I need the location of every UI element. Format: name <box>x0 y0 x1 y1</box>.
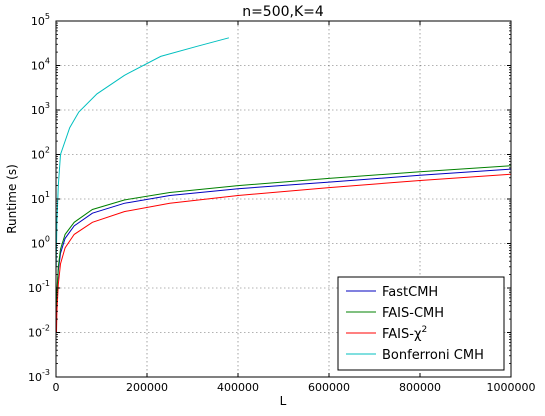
legend-label: FastCMH <box>382 285 438 300</box>
legend-label: Bonferroni CMH <box>382 348 484 363</box>
legend-label-name: FAIS-χ <box>382 327 422 342</box>
y-tick-exponent: 2 <box>45 146 50 155</box>
y-tick-base: 10 <box>31 15 45 28</box>
y-tick-label: 10-2 <box>28 324 50 340</box>
y-tick-base: 10 <box>31 60 45 73</box>
y-tick-base: 10 <box>28 282 42 295</box>
legend-label-name: FastCMH <box>382 285 438 300</box>
y-tick-exponent: -2 <box>42 324 50 333</box>
x-tick-label: 800000 <box>399 381 441 394</box>
series-lines <box>55 37 512 333</box>
y-tick-exponent: 3 <box>45 101 50 110</box>
series-line-3 <box>55 37 230 267</box>
y-tick-exponent: -1 <box>42 279 50 288</box>
y-axis-label: Runtime (s) <box>5 164 19 234</box>
y-tick-label: 104 <box>31 57 50 73</box>
x-tick-label: 1000000 <box>487 381 536 394</box>
y-tick-label: 101 <box>31 190 50 206</box>
legend-label: FAIS-χ2 <box>382 325 427 342</box>
legend-label-name: FAIS-CMH <box>382 306 444 321</box>
y-tick-base: 10 <box>28 327 42 340</box>
y-tick-label: 103 <box>31 101 50 117</box>
y-tick-base: 10 <box>31 193 45 206</box>
legend: FastCMH FAIS-CMH FAIS-χ2 Bonferroni CMH <box>337 276 505 371</box>
legend-label-superscript: 2 <box>421 325 427 335</box>
legend-label-name: Bonferroni CMH <box>382 348 484 363</box>
x-tick-label: 400000 <box>217 381 259 394</box>
y-tick-label: 10-1 <box>28 279 50 295</box>
y-tick-exponent: 0 <box>45 235 50 244</box>
y-tick-base: 10 <box>28 371 42 384</box>
x-tick-label: 600000 <box>308 381 350 394</box>
x-tick-label: 0 <box>53 381 60 394</box>
y-tick-exponent: 5 <box>45 12 50 21</box>
y-tick-exponent: -3 <box>42 368 50 377</box>
series-line-1 <box>56 165 512 315</box>
x-tick-label: 200000 <box>126 381 168 394</box>
x-axis-label: L <box>280 394 287 408</box>
y-tick-base: 10 <box>31 149 45 162</box>
series-line-2 <box>56 173 512 333</box>
y-tick-exponent: 4 <box>45 57 50 66</box>
y-tick-label: 10-3 <box>28 368 50 384</box>
axis-ticks: 0 200000 400000 600000 800000 100000010-310-2… <box>28 12 535 394</box>
chart-title: n=500,K=4 <box>242 4 324 20</box>
y-tick-label: 100 <box>31 235 50 251</box>
legend-label: FAIS-CMH <box>382 306 444 321</box>
y-tick-label: 105 <box>31 12 50 28</box>
y-tick-base: 10 <box>31 104 45 117</box>
y-tick-label: 102 <box>31 146 50 162</box>
y-tick-base: 10 <box>31 238 45 251</box>
y-tick-exponent: 1 <box>45 190 50 199</box>
